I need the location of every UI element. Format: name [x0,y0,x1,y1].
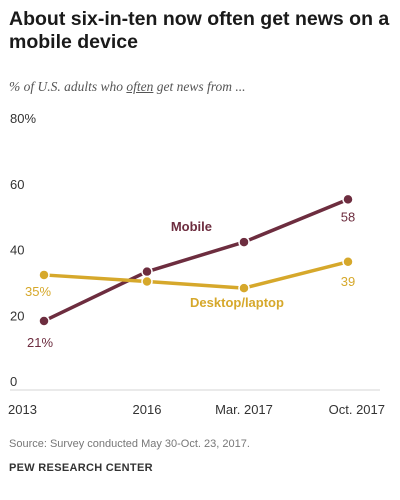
y-tick-label: 20 [10,308,24,323]
data-label: 21% [27,335,53,350]
data-label: 35% [25,284,51,299]
y-tick-label: 80% [10,111,36,126]
data-point [141,275,153,288]
data-point [238,282,250,294]
y-tick-label: 0 [10,374,17,389]
y-tick-label: 40 [10,243,24,258]
subtitle-prefix: % of U.S. adults who [9,79,127,94]
data-point [342,193,354,206]
series-line [42,197,350,323]
x-tick-label: Oct. 2017 [329,402,385,417]
chart-title: About six-in-ten now often get news on a… [9,8,390,53]
subtitle-suffix: get news from ... [153,79,246,94]
data-point [141,265,153,278]
data-point [238,236,250,248]
chart-subtitle: % of U.S. adults who often get news from… [9,79,394,95]
series-line [42,260,350,290]
y-tick-label: 60 [10,177,24,192]
data-point [38,315,50,327]
data-point [342,256,354,268]
x-tick-label: 2013 [8,402,37,417]
organization-name: PEW RESEARCH CENTER [9,462,153,474]
source-note: Source: Survey conducted May 30-Oct. 23,… [9,438,250,450]
subtitle-emphasis: often [126,79,154,94]
data-label: 58 [341,209,355,224]
series-label: Mobile [171,219,212,234]
x-tick-label: 2016 [133,402,162,417]
data-point [38,269,50,281]
data-label: 39 [341,274,355,289]
series-label: Desktop/laptop [190,295,284,310]
x-tick-label: Mar. 2017 [215,402,273,417]
